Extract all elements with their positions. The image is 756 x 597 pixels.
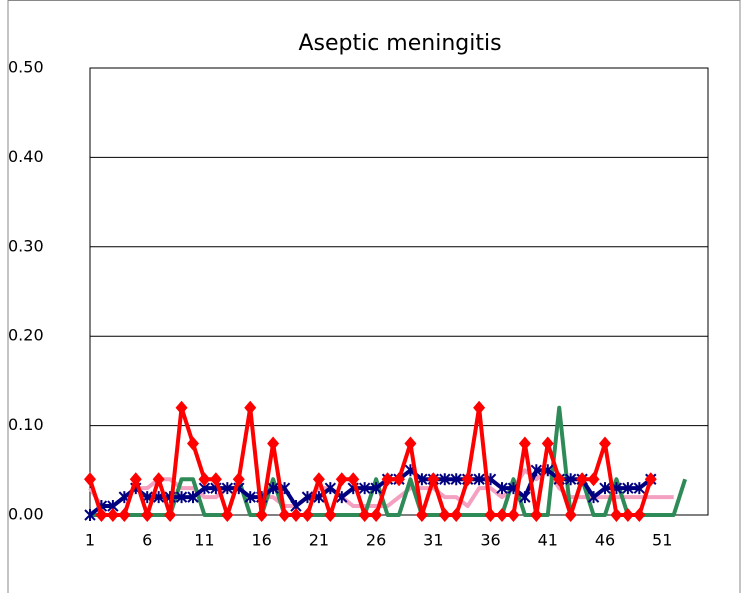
x-tick-label: 21 (309, 531, 329, 550)
x-tick-label: 6 (142, 531, 152, 550)
y-tick-label: 0.40 (8, 147, 44, 166)
x-tick-label: 31 (423, 531, 443, 550)
x-tick-label: 11 (194, 531, 214, 550)
x-tick-label: 36 (480, 531, 500, 550)
y-tick-label: 0.30 (8, 236, 44, 255)
x-tick-label: 26 (366, 531, 386, 550)
x-tick-label: 16 (251, 531, 271, 550)
y-tick-label: 0.00 (8, 505, 44, 524)
y-tick-label: 0.10 (8, 415, 44, 434)
y-tick-label: 0.20 (8, 326, 44, 345)
x-tick-label: 51 (652, 531, 672, 550)
x-tick-label: 1 (85, 531, 95, 550)
x-tick-label: 46 (595, 531, 615, 550)
y-tick-label: 0.50 (8, 58, 44, 77)
chart-title: Aseptic meningitis (298, 31, 501, 56)
x-tick-label: 41 (538, 531, 558, 550)
